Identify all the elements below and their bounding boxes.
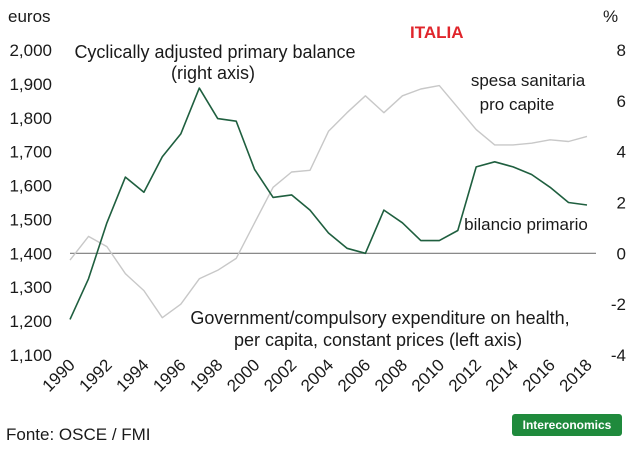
annotation-spesa-line1: spesa sanitaria: [471, 71, 586, 90]
left-axis-unit: euros: [8, 7, 51, 26]
left-tick-label: 1,200: [9, 312, 52, 331]
right-tick-label: 0: [617, 244, 626, 263]
right-tick-label: -2: [611, 295, 626, 314]
x-tick-label: 1992: [76, 355, 116, 395]
right-tick-label: 2: [617, 194, 626, 213]
right-axis-ticks: -4 -2 0 2 4 6 8: [611, 41, 626, 365]
x-tick-label: 2014: [482, 355, 522, 395]
x-axis-ticks: 1990199219941996199820002002200420062008…: [39, 355, 596, 395]
x-tick-label: 2006: [334, 355, 374, 395]
left-tick-label: 2,000: [9, 41, 52, 60]
left-tick-label: 1,600: [9, 177, 52, 196]
x-tick-label: 2012: [445, 355, 485, 395]
annotation-govexp-line1: Government/compulsory expenditure on hea…: [190, 308, 569, 328]
series-layer: [69, 84, 588, 320]
x-tick-label: 1996: [149, 355, 189, 395]
x-tick-label: 2016: [519, 355, 559, 395]
left-tick-label: 1,900: [9, 75, 52, 94]
left-tick-label: 1,100: [9, 346, 52, 365]
x-tick-label: 1994: [113, 355, 153, 395]
right-tick-label: 8: [617, 41, 626, 60]
chart-title: ITALIA: [410, 23, 464, 42]
right-tick-label: 6: [617, 92, 626, 111]
x-tick-label: 2018: [556, 355, 596, 395]
x-tick-label: 2000: [223, 355, 263, 395]
x-tick-label: 2002: [260, 355, 300, 395]
annotation-primary-balance-line1: Cyclically adjusted primary balance: [74, 42, 355, 62]
left-tick-label: 1,700: [9, 143, 52, 162]
left-tick-label: 1,300: [9, 278, 52, 297]
brand-logo: Intereconomics: [512, 414, 622, 436]
x-tick-label: 1998: [186, 355, 226, 395]
x-tick-label: 2004: [297, 355, 337, 395]
left-tick-label: 1,500: [9, 210, 52, 229]
series-line-bilancio: [69, 87, 588, 320]
annotation-bilancio: bilancio primario: [464, 215, 588, 234]
x-tick-label: 2010: [408, 355, 448, 395]
series-line-spesa: [69, 84, 588, 319]
right-axis-unit: %: [603, 7, 618, 26]
right-tick-label: -4: [611, 346, 626, 365]
left-tick-label: 1,800: [9, 109, 52, 128]
annotation-primary-balance-line2: (right axis): [171, 63, 255, 83]
source-note: Fonte: OSCE / FMI: [6, 425, 151, 444]
annotation-spesa-line2: pro capite: [480, 95, 555, 114]
x-tick-label: 2008: [371, 355, 411, 395]
left-axis-ticks: 1,100 1,200 1,300 1,400 1,500 1,600 1,700 1,800…: [9, 41, 52, 365]
right-tick-label: 4: [617, 143, 626, 162]
annotation-govexp-line2: per capita, constant prices (left axis): [234, 330, 522, 350]
left-tick-label: 1,400: [9, 244, 52, 263]
